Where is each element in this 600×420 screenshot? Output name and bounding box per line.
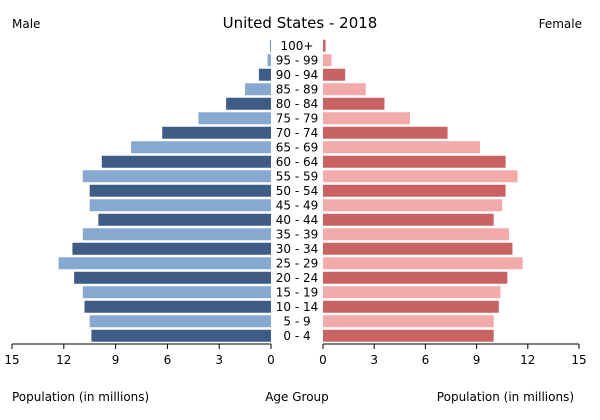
female-x-tick-label: 6 [422,353,430,367]
male-x-tick-label: 6 [164,353,172,367]
age-group-label: 45 - 49 [276,198,319,212]
age-group-label: 80 - 84 [276,97,319,111]
female-bar [323,300,499,313]
age-group-label: 10 - 14 [276,300,319,314]
female-bar [323,39,326,52]
male-bar [258,68,271,81]
male-x-tick-label: 9 [112,353,120,367]
male-bar [82,286,271,299]
male-bar [72,242,271,255]
male-bar [226,97,271,110]
female-bar [323,286,501,299]
male-x-tick-label: 0 [267,353,275,367]
female-bar [323,68,346,81]
female-bar [323,54,332,67]
female-bar [323,315,494,328]
age-group-label: 50 - 54 [276,184,319,198]
male-bar [245,83,271,96]
female-bar [323,257,523,270]
age-group-label: 35 - 39 [276,227,319,241]
age-group-label: 0 - 4 [283,329,310,343]
age-group-label: 60 - 64 [276,155,319,169]
male-bar [267,54,271,67]
male-bar [89,315,271,328]
female-x-tick-label: 12 [520,353,535,367]
age-group-label: 40 - 44 [276,213,319,227]
male-bar [91,329,271,342]
female-bar [323,112,411,125]
age-group-label: 75 - 79 [276,111,319,125]
age-group-label: 55 - 59 [276,169,319,183]
male-bar [58,257,272,270]
male-x-tick-label: 3 [215,353,223,367]
female-label: Female [539,17,582,31]
male-bar [162,126,271,139]
male-bar [270,39,271,52]
female-bar [323,329,494,342]
age-group-label: 100+ [281,39,314,53]
male-bar [84,300,272,313]
female-bar [323,170,518,183]
female-bar [323,242,513,255]
age-group-label: Age Group [265,390,329,404]
age-group-label: 30 - 34 [276,242,319,256]
female-bar [323,271,508,284]
female-x-axis-label: Population (in millions) [437,390,574,404]
male-bar [74,271,271,284]
female-bar [323,97,385,110]
male-bars [58,39,272,342]
age-group-label: 20 - 24 [276,271,319,285]
female-bar [323,199,503,212]
age-group-label: 15 - 19 [276,285,319,299]
axes: 15 12 9 6 3 0 0 3 6 9 12 15 [4,343,587,367]
male-label: Male [12,17,40,31]
age-group-label: 70 - 74 [276,126,319,140]
female-bar [323,184,506,197]
male-bar [101,155,271,168]
age-group-label: 95 - 99 [276,53,319,67]
male-bar [131,141,271,154]
age-group-label: 5 - 9 [283,314,310,328]
male-x-axis-label: Population (in millions) [12,390,149,404]
male-x-tick-label: 12 [56,353,71,367]
female-x-tick-label: 15 [571,353,586,367]
male-bar [82,228,271,241]
female-bar [323,141,481,154]
female-x-tick-label: 3 [370,353,378,367]
female-x-tick-label: 9 [473,353,481,367]
female-bar [323,83,366,96]
female-bar [323,126,448,139]
male-bar [89,184,271,197]
female-bars [323,39,523,342]
chart-title: United States - 2018 [223,14,378,32]
female-bar [323,213,494,226]
female-bar [323,228,510,241]
female-x-tick-label: 0 [319,353,327,367]
age-group-label: 85 - 89 [276,82,319,96]
male-bar [98,213,271,226]
male-bar [89,199,271,212]
age-group-label: 25 - 29 [276,256,319,270]
age-group-label: 90 - 94 [276,68,319,82]
male-bar [82,170,271,183]
female-bar [323,155,506,168]
male-x-tick-label: 15 [4,353,19,367]
male-bar [198,112,271,125]
age-group-label: 65 - 69 [276,140,319,154]
